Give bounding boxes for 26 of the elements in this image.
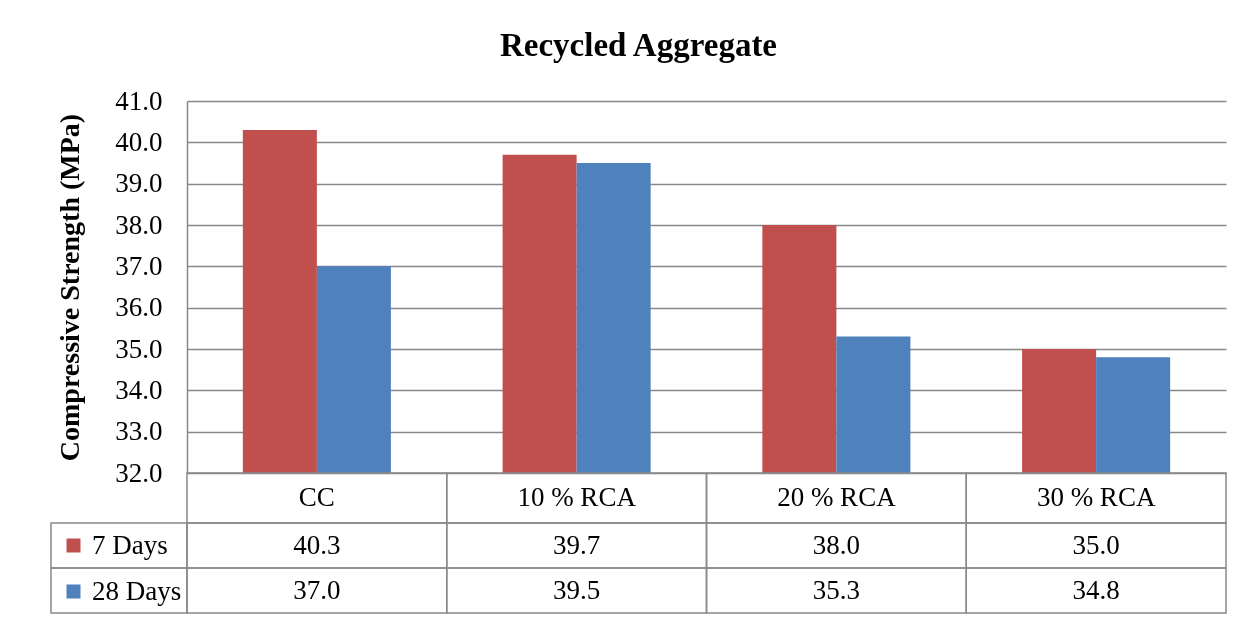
data-label: 34.8 [1072, 574, 1120, 605]
y-tick-label: 34.0 [115, 374, 163, 405]
y-tick-label: 40.0 [115, 126, 163, 157]
data-label: 39.5 [553, 574, 601, 605]
y-axis-title: Compressive Strength (MPa) [54, 113, 86, 462]
x-tick-label: CC [298, 482, 335, 512]
data-label: 35.3 [812, 574, 860, 605]
y-tick-label: 32.0 [115, 457, 163, 488]
x-tick-label: 10 % RCA [517, 482, 637, 512]
y-tick-label: 33.0 [115, 416, 163, 447]
x-tick-label: 20 % RCA [777, 482, 897, 512]
y-tick-label: 37.0 [115, 250, 163, 281]
y-tick-label: 41.0 [115, 85, 163, 116]
data-label: 37.0 [293, 574, 341, 605]
data-label: 35.0 [1072, 529, 1120, 560]
y-tick-label: 39.0 [115, 168, 163, 199]
y-tick-label: 36.0 [115, 292, 163, 323]
data-label: 39.7 [553, 529, 601, 560]
y-tick-label: 35.0 [115, 333, 163, 364]
y-tick-label: 38.0 [115, 209, 163, 240]
legend-label: 28 Days [92, 575, 182, 606]
data-label: 38.0 [812, 529, 860, 560]
data-label: 40.3 [293, 529, 341, 560]
x-tick-label: 30 % RCA [1036, 482, 1156, 512]
legend-label: 7 Days [92, 529, 168, 560]
chart-title: Recycled Aggregate [499, 27, 778, 63]
